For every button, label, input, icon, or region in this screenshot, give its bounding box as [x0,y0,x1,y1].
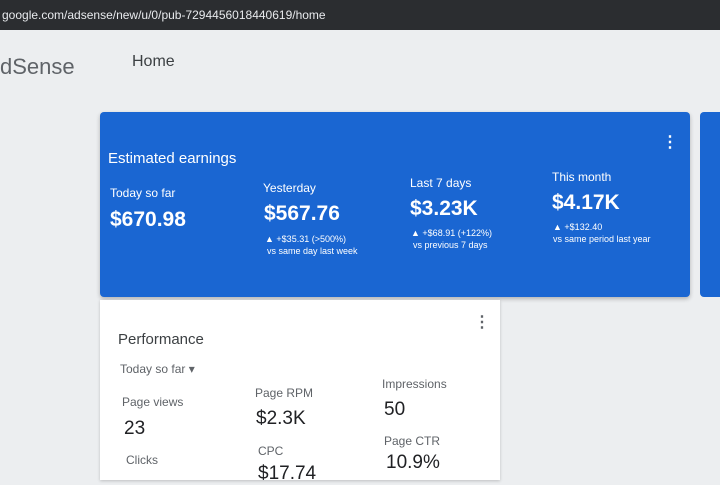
nav-home[interactable]: Home [132,53,175,70]
metric-value: 50 [384,399,406,420]
menu-button[interactable]: ⋮ [474,314,490,331]
metric-label: Page CTR [384,434,441,448]
metric-value: 23 [124,418,146,439]
metric-label: Page RPM [255,386,314,400]
metric-compare: vs previous 7 days [413,240,488,250]
metric-value: $567.76 [264,202,340,225]
metric-value: 10.9% [386,452,440,473]
address-bar[interactable]: google.com/adsense/new/u/0/pub-729445601… [0,0,720,30]
card-title: Estimated earnings [108,150,237,167]
metric-label: This month [552,170,612,184]
metric-change: ▲ +$35.31 (>500%) [265,234,346,244]
metric-label: Impressions [382,377,447,391]
change-text: +$132.40 [564,222,603,232]
metric-value: $670.98 [110,208,186,231]
metric-label: Page views [122,395,184,409]
metric-label: Yesterday [263,181,316,195]
metric-value: $2.3K [256,408,306,429]
card-title: Performance [118,331,204,348]
range-text: Today so far [120,362,186,376]
metric-label: CPC [258,444,284,458]
metric-change: ▲ +$132.40 [553,222,603,232]
menu-button[interactable]: ⋮ [662,134,678,151]
metric-label: Last 7 days [410,176,472,190]
metric-label: Clicks [126,453,158,467]
side-card [700,112,720,297]
metric-label: Today so far [110,186,176,200]
metric-value: $17.74 [258,463,317,484]
change-text: +$35.31 (>500%) [276,234,346,244]
metric-value: $3.23K [410,197,478,220]
metric-value: $4.17K [552,191,620,214]
range-dropdown[interactable]: Today so far ▾ [120,362,195,376]
change-text: +$68.91 (+122%) [422,228,492,238]
metric-change: ▲ +$68.91 (+122%) [411,228,492,238]
metric-compare: vs same period last year [553,234,651,244]
logo[interactable]: dSense [0,54,75,79]
url[interactable]: google.com/adsense/new/u/0/pub-729445601… [2,8,326,22]
earnings-card: Estimated earnings ⋮ Today so far $670.9… [100,112,690,297]
metric-compare: vs same day last week [267,246,358,256]
performance-card: Performance ⋮ Today so far ▾ Page views … [100,300,500,484]
